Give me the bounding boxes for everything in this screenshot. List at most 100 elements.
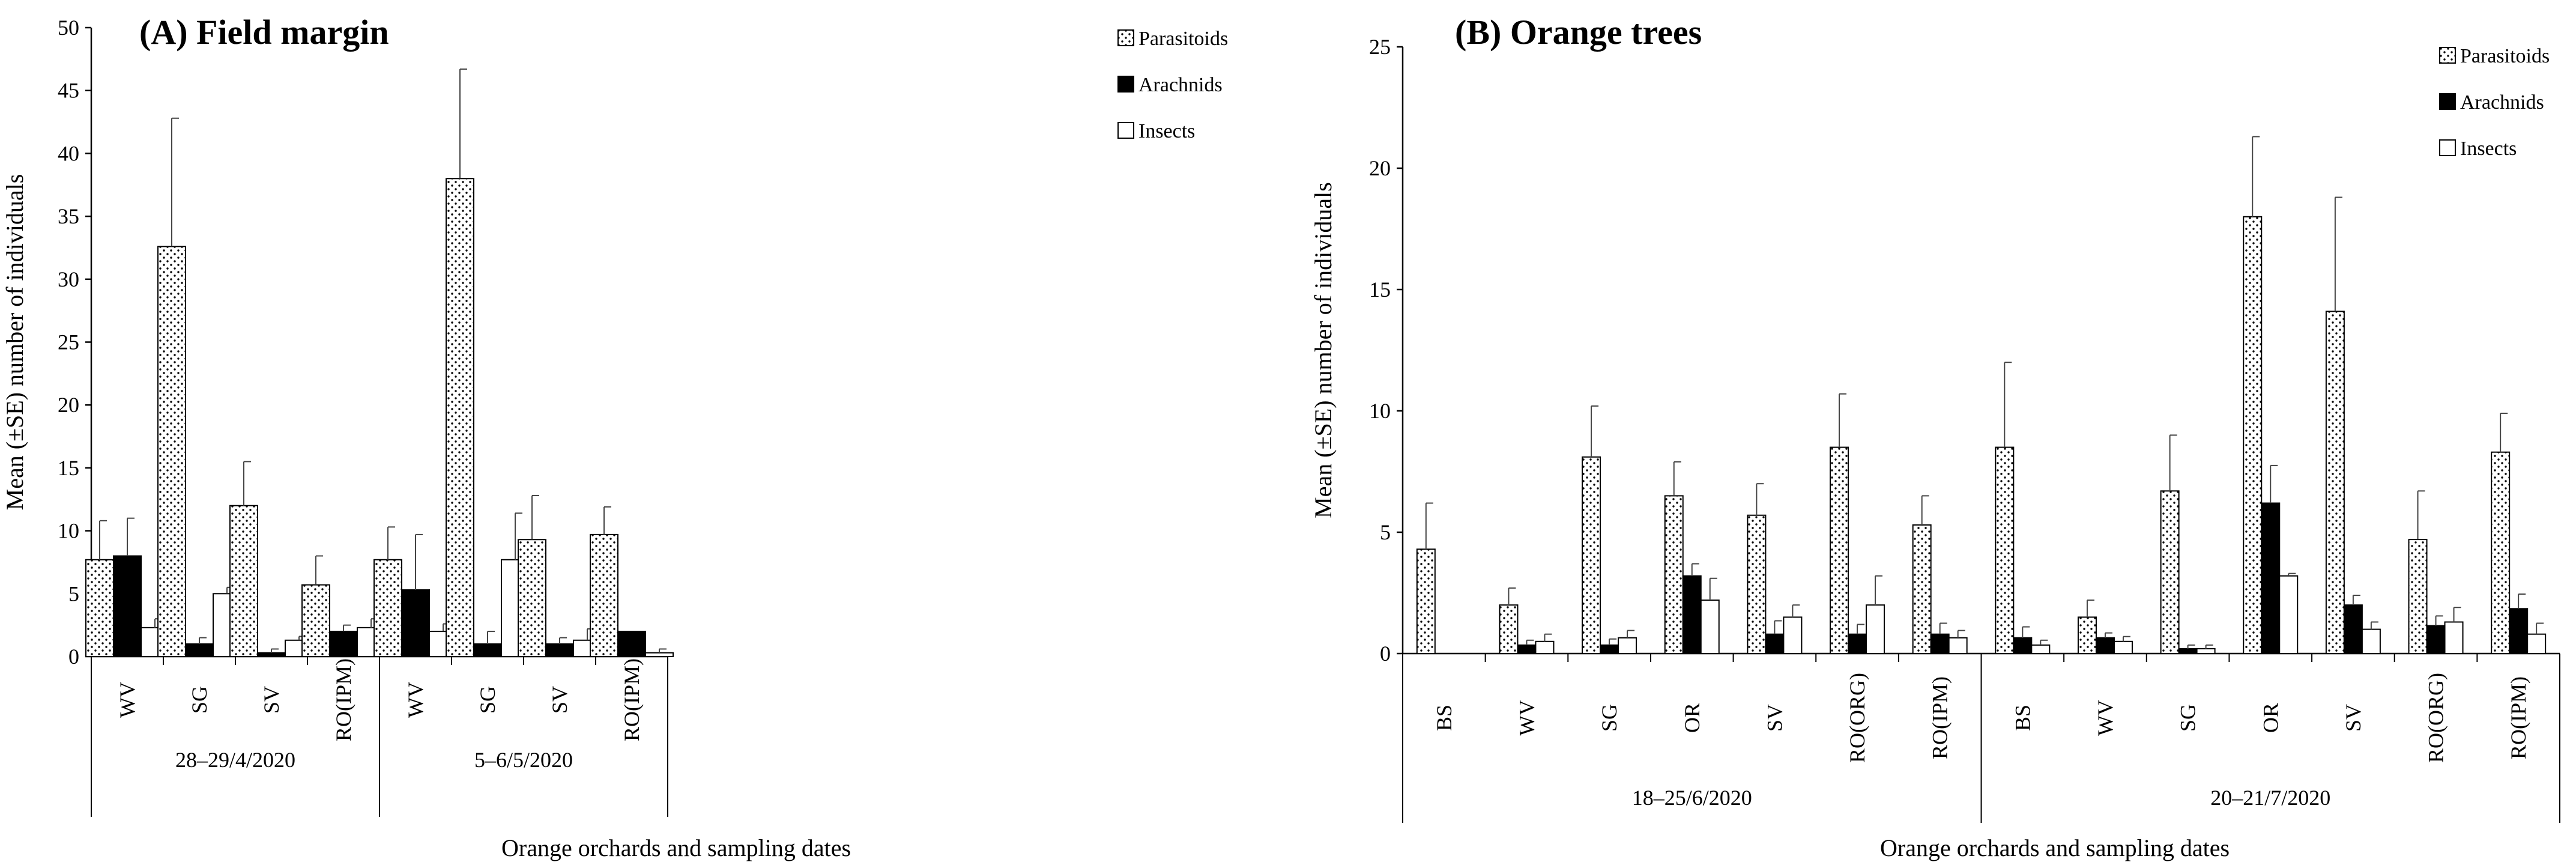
x-category-label: RO(IPM) bbox=[2506, 676, 2530, 759]
bar-parasitoids bbox=[85, 559, 114, 658]
x-group-label: 5–6/5/2020 bbox=[474, 748, 573, 772]
x-axis-label: Orange orchards and sampling dates bbox=[1880, 834, 2230, 861]
bar-parasitoids bbox=[373, 559, 402, 658]
bar-insects bbox=[2279, 575, 2299, 654]
bar-parasitoids bbox=[2325, 311, 2345, 654]
legend-swatch-parasitoids bbox=[2439, 47, 2456, 64]
bar-parasitoids bbox=[2408, 539, 2428, 654]
chart-title: (A) Field margin bbox=[139, 13, 389, 52]
x-category-label: RO(IPM) bbox=[620, 658, 644, 741]
x-category-label: RO(ORG) bbox=[1845, 673, 1869, 763]
legend-label-parasitoids: Parasitoids bbox=[2460, 45, 2550, 67]
x-category-label: RO(IPM) bbox=[331, 658, 355, 741]
chart-panel-field-margin: (A) Field margin 0 5 10 15 20 25 30 35 40 45 50 Mean… bbox=[1, 13, 1228, 861]
bar-insects bbox=[2196, 648, 2216, 655]
legend-label-arachnids: Arachnids bbox=[2460, 91, 2544, 114]
bar-arachnids bbox=[113, 555, 142, 657]
bar-arachnids bbox=[545, 643, 574, 658]
bar-arachnids bbox=[1930, 633, 1950, 655]
bar-parasitoids bbox=[590, 533, 618, 658]
x-category-label: BS bbox=[1432, 705, 1456, 731]
legend-label-insects: Insects bbox=[1138, 120, 1195, 142]
bar-insects bbox=[2031, 644, 2051, 654]
bar-arachnids bbox=[617, 631, 646, 657]
y-tick-label: 35 bbox=[58, 204, 79, 228]
bar-insects bbox=[2361, 628, 2381, 654]
bar-arachnids bbox=[2095, 637, 2115, 654]
bar-insects bbox=[645, 652, 674, 658]
x-category-label: SG bbox=[476, 686, 500, 714]
x-category-label: SV bbox=[548, 686, 572, 714]
x-category-label: RO(IPM) bbox=[1928, 676, 1952, 759]
x-category-label: WV bbox=[115, 682, 139, 718]
x-category-label: WV bbox=[1514, 700, 1538, 736]
y-tick-label: 20 bbox=[1369, 156, 1391, 180]
bar-parasitoids bbox=[1416, 548, 1436, 655]
y-tick-label: 10 bbox=[58, 519, 79, 543]
bar-parasitoids bbox=[1995, 446, 2015, 654]
x-category-label: OR bbox=[1680, 703, 1704, 733]
bar-insects bbox=[1866, 604, 1885, 655]
bar-insects bbox=[2113, 640, 2133, 655]
bar-arachnids bbox=[185, 643, 214, 658]
y-axis-label: Mean (±SE) number of individuals bbox=[1310, 182, 1337, 518]
x-group-label: 20–21/7/2020 bbox=[2210, 786, 2330, 810]
bar-parasitoids bbox=[157, 246, 186, 657]
bar-insects bbox=[1948, 637, 1968, 654]
bar-arachnids bbox=[1848, 633, 1867, 655]
legend-label-parasitoids: Parasitoids bbox=[1138, 28, 1228, 50]
bar-arachnids bbox=[1765, 633, 1785, 655]
bar-arachnids bbox=[1682, 575, 1702, 654]
bar-parasitoids bbox=[518, 539, 546, 657]
bar-insects bbox=[2444, 621, 2464, 654]
bar-parasitoids bbox=[1664, 495, 1684, 655]
bar-insects bbox=[1700, 599, 1720, 654]
bar-arachnids bbox=[473, 643, 502, 658]
bar-arachnids bbox=[2013, 637, 2033, 654]
x-category-label: SG bbox=[1597, 704, 1621, 732]
y-tick-label: 10 bbox=[1369, 399, 1391, 423]
bar-parasitoids bbox=[446, 178, 474, 657]
y-tick-label: 15 bbox=[58, 456, 79, 480]
bar-parasitoids bbox=[2077, 616, 2097, 655]
bar-parasitoids bbox=[1582, 456, 1601, 654]
bar-insects bbox=[1535, 640, 1555, 655]
bar-insects bbox=[1783, 616, 1803, 655]
x-axis-label: Orange orchards and sampling dates bbox=[501, 834, 851, 861]
chart-panel-orange-trees: (B) Orange trees 0 5 10 15 20 25 Mean (±SE) num… bbox=[1310, 13, 2560, 861]
x-category-label: BS bbox=[2010, 705, 2034, 731]
x-category-label: SV bbox=[1762, 704, 1786, 732]
legend-swatch-insects bbox=[2439, 139, 2456, 156]
legend-swatch-parasitoids bbox=[1117, 29, 1134, 46]
legend-swatch-arachnids bbox=[1117, 76, 1134, 93]
bar-arachnids bbox=[401, 589, 430, 658]
x-group-label: 18–25/6/2020 bbox=[1632, 786, 1752, 810]
bar-insects bbox=[1618, 637, 1637, 654]
bar-insects bbox=[2527, 633, 2547, 655]
y-tick-label: 5 bbox=[1380, 520, 1391, 544]
y-tick-label: 20 bbox=[58, 393, 79, 417]
x-category-label: WV bbox=[404, 682, 428, 718]
legend-swatch-arachnids bbox=[2439, 93, 2456, 110]
bar-parasitoids bbox=[2243, 216, 2263, 654]
bar-arachnids bbox=[2261, 502, 2281, 655]
bar-arachnids bbox=[2509, 608, 2529, 655]
bar-arachnids bbox=[1517, 644, 1537, 654]
x-category-label: SV bbox=[259, 686, 283, 714]
bar-parasitoids bbox=[1830, 446, 1849, 654]
x-category-label: RO(ORG) bbox=[2424, 673, 2448, 763]
y-tick-label: 5 bbox=[68, 581, 79, 606]
y-tick-label: 0 bbox=[68, 645, 79, 669]
bar-parasitoids bbox=[2160, 490, 2180, 654]
bar-parasitoids bbox=[1499, 604, 1519, 655]
legend-label-arachnids: Arachnids bbox=[1138, 74, 1223, 96]
bar-arachnids bbox=[329, 631, 358, 657]
bar-parasitoids bbox=[301, 584, 330, 658]
bar-parasitoids bbox=[1912, 524, 1932, 654]
x-category-label: SG bbox=[2176, 704, 2200, 732]
x-category-label: SV bbox=[2341, 704, 2365, 732]
y-tick-label: 25 bbox=[1369, 35, 1391, 59]
bar-parasitoids bbox=[229, 505, 258, 657]
legend-label-insects: Insects bbox=[2460, 138, 2517, 160]
